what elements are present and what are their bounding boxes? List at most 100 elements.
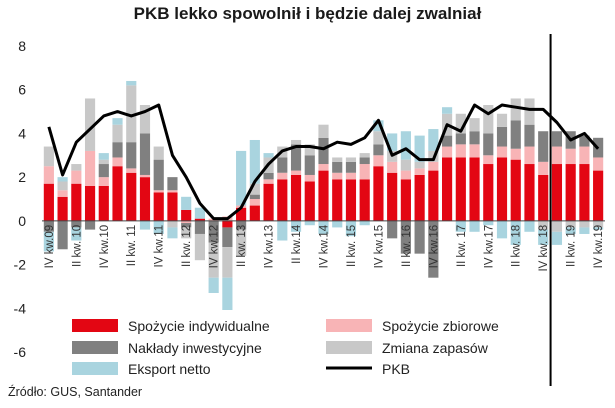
bar-segment xyxy=(139,174,151,178)
x-tick-label: IV kw.15 xyxy=(373,225,385,268)
legend-item-gdp: PKB xyxy=(326,361,410,377)
bar-segment xyxy=(524,98,535,125)
bar-segment xyxy=(345,157,357,162)
y-tick-label: -2 xyxy=(14,257,27,273)
legend-item-net-export: Eksport netto xyxy=(72,361,211,377)
bar-segment xyxy=(43,166,54,184)
bar-segment xyxy=(510,98,521,121)
bar-segment xyxy=(551,146,563,165)
bar-segment xyxy=(139,177,151,221)
bar-segment xyxy=(71,170,82,184)
bar-segment xyxy=(565,148,576,165)
bar-segment xyxy=(579,227,590,234)
gdp-line xyxy=(47,103,600,221)
x-tick-label: IV kw.14 xyxy=(319,224,331,268)
bar-segment xyxy=(263,179,274,184)
bar-segment xyxy=(277,179,288,221)
legend-label-consumption-public: Spożycie zbiorowe xyxy=(382,318,499,334)
bar-segment xyxy=(565,220,576,228)
bar-segment xyxy=(442,107,453,114)
bar-segment xyxy=(290,144,302,171)
bar-segment xyxy=(428,161,439,171)
bar-segment xyxy=(222,220,233,228)
bar-segment xyxy=(290,170,302,175)
bar-segment xyxy=(98,185,109,221)
bar-segment xyxy=(400,131,411,160)
bar-segment xyxy=(304,181,315,221)
bar-segment xyxy=(414,168,425,175)
bar-segment xyxy=(194,220,205,234)
bar-segment xyxy=(318,137,329,165)
bar-segment xyxy=(332,157,343,162)
bar-segment xyxy=(496,113,508,127)
bar-segment xyxy=(593,170,604,221)
bar-segment xyxy=(455,133,466,145)
bar-segment xyxy=(345,161,357,173)
x-tick-label: IV kw.12 xyxy=(209,225,221,268)
bar-segment xyxy=(153,220,164,234)
bar-segment xyxy=(84,185,96,221)
bar-segment xyxy=(524,124,535,147)
bar-segment xyxy=(290,174,302,221)
bar-segment xyxy=(98,159,109,165)
bar-segment xyxy=(496,146,508,158)
bar-segment xyxy=(483,105,494,134)
chart-title: PKB lekko spowolnił i będzie dalej zwaln… xyxy=(133,4,482,23)
bar-segment xyxy=(181,220,192,224)
bar-segment xyxy=(387,220,398,239)
bar-segment xyxy=(332,179,343,221)
bar-segment xyxy=(469,144,480,158)
bar-segment xyxy=(496,220,508,239)
bar-segment xyxy=(167,177,178,191)
bar-segment xyxy=(57,196,68,221)
bar-segment xyxy=(469,157,480,221)
bar-segment xyxy=(153,192,164,221)
bar-segment xyxy=(194,207,205,219)
bar-segment xyxy=(345,220,357,237)
bar-segment xyxy=(593,220,604,228)
bar-segment xyxy=(71,164,82,171)
bar-segment xyxy=(57,177,68,182)
bar-segment xyxy=(579,135,590,147)
bar-segment xyxy=(428,129,439,151)
bar-segment xyxy=(387,172,398,221)
legend-item-consumption-public: Spożycie zbiorowe xyxy=(326,318,499,334)
bar-segment xyxy=(345,179,357,221)
legend-item-consumption-private: Spożycie indywidualne xyxy=(72,318,270,334)
bar-segment xyxy=(551,231,563,245)
x-tick-label: IV kw.09 xyxy=(44,225,56,268)
bar-segment xyxy=(263,153,274,158)
bar-segment xyxy=(249,199,260,206)
bar-segment xyxy=(167,220,178,228)
bar-segment xyxy=(359,164,370,180)
bar-segment xyxy=(71,183,82,221)
legend-background xyxy=(40,310,540,382)
bar-segment xyxy=(469,220,480,232)
bar-segment xyxy=(126,85,137,143)
bar-segment xyxy=(71,220,82,228)
bar-segment xyxy=(167,190,178,193)
bar-segment xyxy=(469,131,480,145)
x-tick-label: II kw. 16 xyxy=(401,225,413,267)
bar-segment xyxy=(71,227,82,241)
bar-segment xyxy=(181,227,192,239)
bar-segment xyxy=(112,157,123,167)
legend-label-gdp: PKB xyxy=(382,361,410,377)
bar-segment xyxy=(249,139,260,184)
x-tick-label: IV kw.17 xyxy=(483,225,495,268)
bar-segment xyxy=(359,153,370,158)
bar-segment xyxy=(510,120,521,149)
x-tick-label: II kw.14 xyxy=(291,224,303,264)
bar-segment xyxy=(84,150,96,186)
bar-segment xyxy=(57,190,68,197)
bar-segment xyxy=(98,177,109,186)
bar-segment xyxy=(524,146,535,165)
bar-segment xyxy=(318,220,329,234)
legend-item-investment: Nakłady inwestycyjne xyxy=(72,340,262,356)
bar-segment xyxy=(194,218,205,221)
bar-segment xyxy=(332,161,343,173)
bar-segment xyxy=(565,164,576,221)
bar-segment xyxy=(455,144,466,158)
bar-segment xyxy=(208,277,219,293)
x-tick-label: II kw. 10 xyxy=(71,225,83,267)
